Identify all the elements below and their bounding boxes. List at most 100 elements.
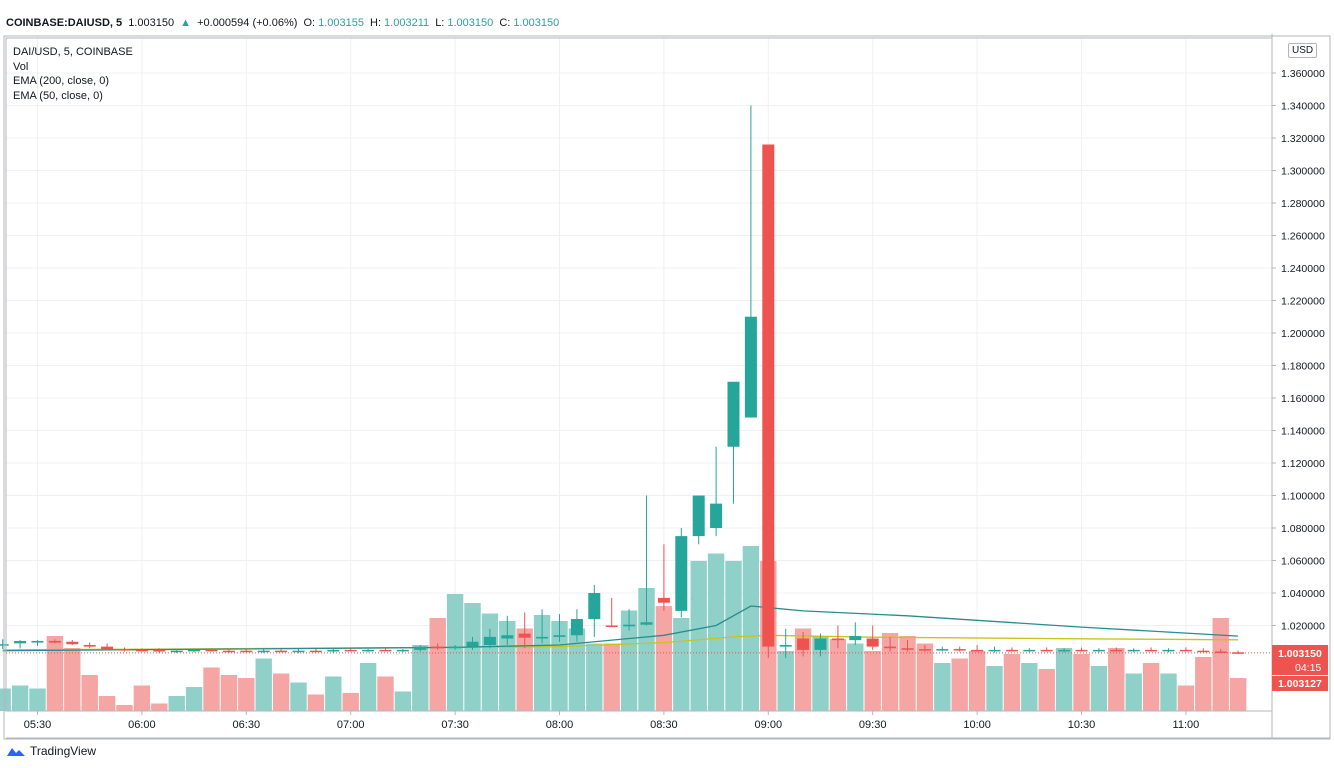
- candle-body: [188, 649, 201, 652]
- candle: [588, 584, 601, 637]
- candle-body: [762, 144, 775, 647]
- candle-body: [536, 636, 549, 639]
- candle-body: [292, 650, 305, 653]
- candle-body: [884, 646, 897, 649]
- candle: [884, 636, 897, 652]
- time-tick-label: 08:00: [546, 719, 574, 731]
- volume-bar: [916, 643, 934, 711]
- volume-bar: [568, 628, 586, 711]
- legend-ema-50[interactable]: EMA (50, close, 0): [13, 89, 103, 102]
- volume-bar: [1125, 673, 1142, 711]
- volume-bar: [638, 588, 655, 711]
- volume-bar: [777, 651, 794, 711]
- open-label: O:: [303, 17, 316, 29]
- candle: [1145, 647, 1158, 652]
- candle: [66, 640, 79, 645]
- candle-body: [1023, 649, 1036, 652]
- price-tick-label: 1.060000: [1281, 556, 1325, 568]
- candle: [518, 612, 531, 649]
- volume-bar: [133, 685, 151, 711]
- candle: [396, 649, 409, 653]
- candle: [866, 625, 879, 650]
- price-tick-label: 1.240000: [1281, 263, 1325, 275]
- volume-bar: [464, 603, 481, 711]
- candle: [1127, 648, 1140, 653]
- candle-body: [431, 646, 444, 649]
- price-tick-label: 1.220000: [1281, 296, 1325, 308]
- volume-bar: [0, 688, 11, 711]
- currency-label[interactable]: USD: [1288, 43, 1318, 58]
- legend-volume[interactable]: Vol: [13, 60, 29, 73]
- volume-bar: [986, 666, 1003, 711]
- candle: [849, 622, 862, 645]
- candle: [675, 528, 688, 618]
- candle: [623, 609, 636, 631]
- candle: [501, 615, 514, 645]
- candle: [449, 645, 462, 650]
- legend-main-series[interactable]: DAI/USD, 5, COINBASE: [13, 46, 133, 58]
- candle-body: [362, 649, 375, 652]
- high-label: H:: [370, 17, 382, 29]
- candle-body: [1005, 649, 1018, 652]
- volume-bar: [1142, 663, 1160, 711]
- candle-body: [692, 495, 705, 537]
- candle-body: [988, 649, 1001, 652]
- candle-body: [1040, 649, 1053, 652]
- candle-body: [953, 649, 966, 651]
- candle-body: [605, 625, 618, 627]
- countdown-tag-value: 04:15: [1295, 662, 1321, 674]
- candle-body: [66, 641, 79, 645]
- time-tick-label: 09:00: [755, 719, 783, 731]
- volume-bar: [1038, 669, 1055, 711]
- candle-body: [1214, 651, 1227, 653]
- candle: [1005, 647, 1018, 652]
- price-change: +0.000594 (+0.06%): [197, 17, 298, 29]
- time-tick-label: 10:00: [963, 719, 991, 731]
- candle-body: [135, 649, 148, 652]
- volume-bar: [446, 594, 464, 711]
- study-legend: DAI/USD, 5, COINBASE Vol EMA (200, close…: [13, 45, 133, 103]
- candle-body: [1179, 649, 1192, 652]
- volume-bar: [394, 691, 412, 711]
- price-tick-label: 1.100000: [1281, 491, 1325, 503]
- candle: [918, 645, 931, 652]
- candle: [275, 649, 288, 653]
- candle-body: [205, 649, 218, 652]
- candle-body: [849, 636, 862, 641]
- candle-body: [275, 650, 288, 653]
- tradingview-brand[interactable]: TradingView: [6, 744, 96, 758]
- price-tags: 1.003150 04:15 1.003127: [6, 645, 1328, 691]
- last-price-tag-value: 1.003150: [1278, 648, 1322, 660]
- volume-bar: [1229, 678, 1247, 711]
- price-tick-label: 1.020000: [1281, 621, 1325, 633]
- candle: [657, 544, 670, 611]
- candle: [640, 495, 653, 626]
- candle-body: [327, 649, 340, 652]
- volume-bar: [899, 636, 916, 711]
- candle: [605, 597, 618, 628]
- candle-body: [936, 649, 949, 651]
- volume-bar: [11, 685, 29, 711]
- candle: [135, 648, 148, 652]
- time-tick-label: 06:30: [233, 719, 261, 731]
- candle-body: [518, 633, 531, 638]
- candle: [466, 636, 479, 650]
- open-value: 1.003155: [318, 17, 364, 29]
- volume-bar: [864, 651, 881, 711]
- volume-bar: [847, 643, 864, 711]
- symbol-interval: COINBASE:DAIUSD, 5: [6, 17, 123, 29]
- candle: [153, 648, 166, 654]
- candle: [118, 647, 131, 652]
- legend-ema-200[interactable]: EMA (200, close, 0): [13, 75, 109, 87]
- volume-bar: [238, 678, 255, 711]
- price-tick-label: 1.360000: [1281, 68, 1325, 80]
- volume-bar: [29, 688, 46, 711]
- candle-body: [657, 597, 670, 603]
- volume-bar: [377, 676, 394, 711]
- candle-body: [1092, 649, 1105, 652]
- volume-bar: [342, 693, 359, 711]
- candle-body: [31, 640, 44, 643]
- candle-body: [1232, 652, 1245, 654]
- volume-bar: [412, 645, 429, 711]
